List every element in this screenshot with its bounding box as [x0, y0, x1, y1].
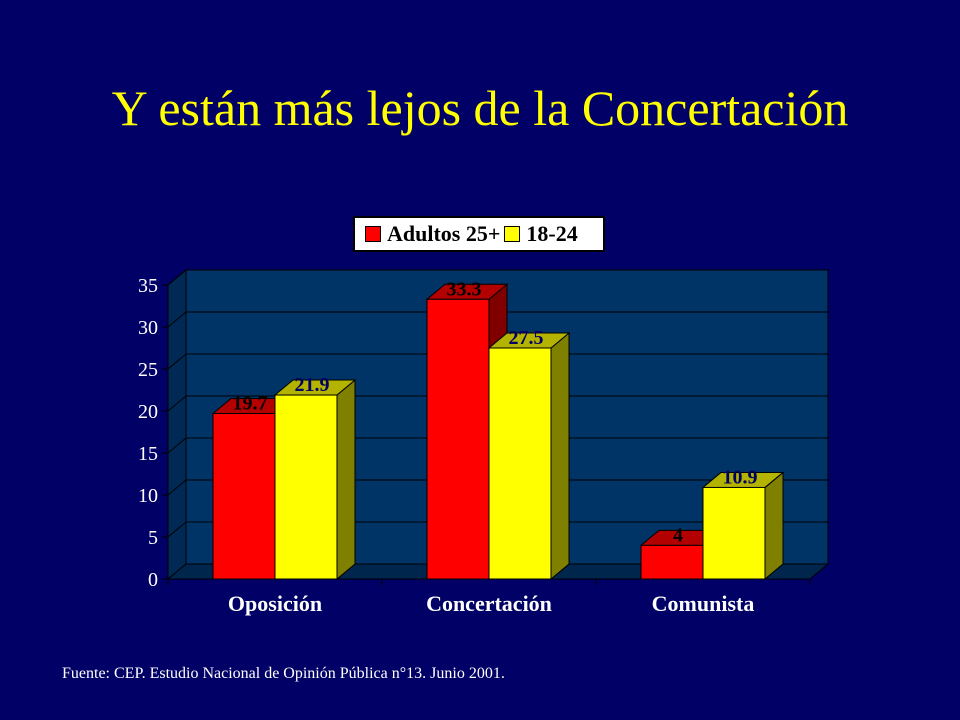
data-label: 33.3 [447, 278, 482, 300]
gridline [167, 479, 828, 496]
category-label: Oposición [228, 591, 322, 616]
legend-label-series-2: 18-24 [526, 221, 578, 246]
y-tick-label: 0 [148, 569, 158, 591]
bar [488, 347, 552, 580]
gridline [167, 521, 828, 538]
data-label: 27.5 [509, 327, 544, 349]
legend-label-series-1: Adultos 25+ [387, 221, 501, 246]
category-label: Comunista [652, 591, 755, 616]
data-label: 4 [673, 524, 683, 546]
slide-title: Y están más lejos de la Concertación [111, 80, 849, 136]
bar [212, 413, 276, 580]
bar [426, 298, 490, 580]
source-note: Fuente: CEP. Estudio Nacional de Opinión… [62, 665, 505, 682]
y-tick-label: 25 [138, 359, 158, 381]
y-tick-label: 15 [138, 443, 158, 465]
legend-swatch-red [365, 226, 381, 242]
category-label: Concertación [426, 591, 552, 616]
y-tick-label: 20 [138, 401, 158, 423]
gridline [167, 437, 828, 454]
bar [702, 486, 766, 580]
legend-item-series-2: 18-24 [500, 221, 578, 247]
bar [640, 544, 704, 580]
y-tick-label: 35 [138, 275, 158, 297]
bar-side [764, 471, 784, 581]
legend-swatch-yellow [504, 226, 521, 242]
y-tick-label: 5 [148, 527, 158, 549]
gridline [167, 269, 828, 286]
gridline [167, 353, 828, 370]
data-label: 19.7 [233, 393, 268, 415]
data-label: 10.9 [723, 466, 758, 488]
bar [274, 394, 338, 580]
chart-legend: Adultos 25+ 18-24 [353, 216, 605, 252]
y-tick-label: 10 [138, 485, 158, 507]
plot-side-wall [167, 268, 187, 581]
gridline [167, 311, 828, 328]
data-label: 21.9 [295, 374, 330, 396]
bar-side [550, 331, 570, 581]
y-tick-label: 30 [138, 317, 158, 339]
legend-item-series-1: Adultos 25+ [355, 221, 500, 247]
bar-side [336, 378, 356, 581]
gridline [167, 395, 828, 412]
